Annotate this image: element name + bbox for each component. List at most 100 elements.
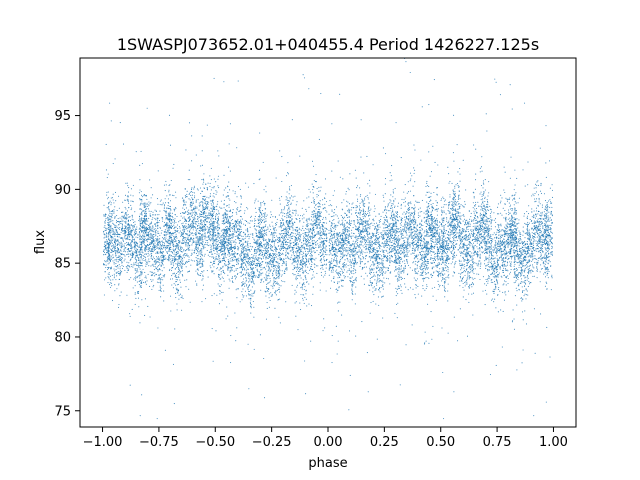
data-point [266,254,268,256]
data-point [135,261,137,263]
data-point [276,282,278,284]
data-point [150,202,152,204]
data-point [201,248,203,250]
data-point [228,166,230,168]
data-point [190,259,192,261]
data-point [106,251,108,254]
data-point [227,238,229,240]
data-point [145,204,147,206]
data-point [222,277,224,279]
data-point [125,222,127,224]
data-point [139,189,141,191]
data-point [200,227,202,229]
data-point [108,254,110,256]
data-point [231,257,233,259]
data-point [199,187,202,189]
data-point [234,221,236,223]
data-point [173,250,175,252]
data-point [113,238,115,240]
data-point [175,226,177,228]
data-point [148,265,150,267]
data-point [279,251,281,253]
data-point [145,220,147,222]
data-point [130,229,132,231]
data-point [134,247,136,249]
data-point [135,151,137,153]
data-point [275,271,277,273]
data-point [188,245,190,247]
data-point [213,187,215,189]
data-point [185,245,187,247]
data-point [239,188,241,190]
data-point [215,217,217,219]
data-point [127,228,130,230]
data-point [259,274,261,276]
data-point [114,239,117,241]
data-point [163,205,166,207]
data-point [138,219,140,222]
data-point [180,251,182,253]
data-point [250,262,252,264]
data-point [132,227,134,229]
data-point [202,284,204,286]
data-point [105,245,107,247]
data-point [240,206,242,208]
data-point [129,224,131,226]
data-point [143,220,145,222]
data-point [139,253,141,255]
data-point [162,259,164,261]
data-point [168,237,170,240]
data-point [129,315,131,317]
data-point [156,239,158,241]
data-point [224,209,226,211]
data-point [103,204,105,206]
data-point [114,241,116,243]
data-point [165,233,167,235]
data-point [119,259,121,261]
data-point [156,257,158,259]
data-point [163,256,165,258]
data-point [195,241,197,243]
data-point [119,272,121,274]
data-point [160,240,162,242]
data-point [137,292,139,295]
data-point [199,260,201,263]
data-point [155,259,157,261]
data-point [130,246,132,248]
data-point [209,213,212,216]
data-point [167,198,170,200]
data-point [209,261,212,263]
data-point [130,244,132,246]
data-point [153,257,155,260]
data-point [216,209,218,211]
data-point [116,210,118,212]
data-point [143,240,145,242]
data-point [231,215,233,217]
data-point [186,261,188,264]
data-point [161,254,163,256]
data-point [232,230,234,232]
data-point [191,225,193,227]
data-point [191,253,193,255]
data-point [198,238,200,240]
data-point [151,271,153,273]
data-point [150,215,152,217]
data-point [227,186,229,188]
data-point [168,191,170,193]
data-point [227,240,229,242]
data-point [119,226,121,229]
data-point [259,252,262,254]
data-point [229,229,231,231]
data-point [172,221,174,223]
data-point [142,255,145,257]
data-point [129,254,131,256]
data-point [175,292,177,295]
data-point [146,208,148,210]
data-point [188,193,190,195]
data-point [124,226,127,228]
data-point [210,225,212,227]
data-point [134,277,136,279]
data-point [125,216,127,218]
data-point [236,288,238,290]
data-point [124,206,126,208]
